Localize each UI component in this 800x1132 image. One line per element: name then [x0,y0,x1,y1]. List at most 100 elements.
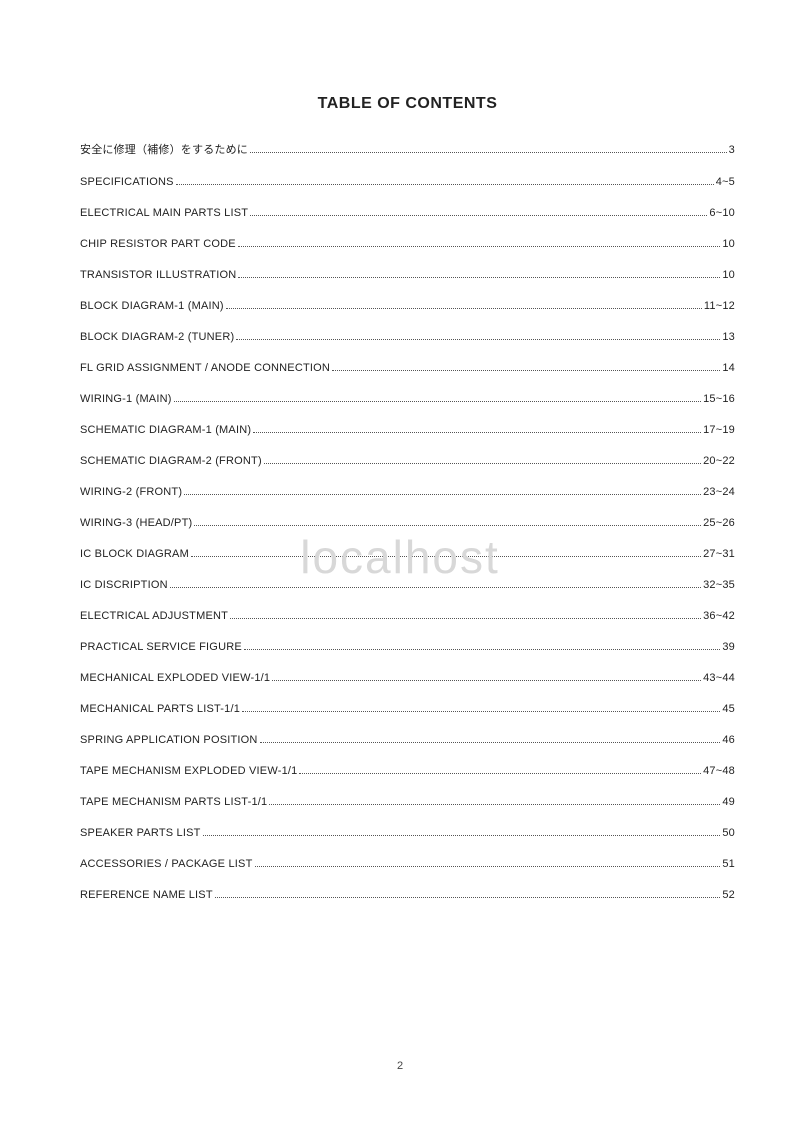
toc-entry-page: 15~16 [703,393,735,405]
toc-entry: TRANSISTOR ILLUSTRATION 10 [80,269,735,281]
toc-dot-leader [238,277,720,278]
toc-dot-leader [170,587,701,588]
toc-entry-label: WIRING-3 (HEAD/PT) [80,517,192,529]
toc-entry-page: 4~5 [716,176,735,188]
toc-entry-label: TAPE MECHANISM EXPLODED VIEW-1/1 [80,765,297,777]
toc-dot-leader [244,649,720,650]
toc-entry: WIRING-1 (MAIN) 15~16 [80,393,735,405]
toc-entry-page: 49 [722,796,735,808]
toc-dot-leader [299,773,701,774]
toc-entry-page: 51 [722,858,735,870]
toc-entry: IC DISCRIPTION 32~35 [80,579,735,591]
toc-entry-label: IC DISCRIPTION [80,579,168,591]
toc-dot-leader [253,432,701,433]
toc-entry: SCHEMATIC DIAGRAM-2 (FRONT) 20~22 [80,455,735,467]
toc-entry-page: 32~35 [703,579,735,591]
toc-entry: WIRING-2 (FRONT) 23~24 [80,486,735,498]
toc-entry: TAPE MECHANISM EXPLODED VIEW-1/1 47~48 [80,765,735,777]
toc-entry-label: BLOCK DIAGRAM-2 (TUNER) [80,331,234,343]
toc-entry-label: CHIP RESISTOR PART CODE [80,238,236,250]
toc-dot-leader [264,463,701,464]
toc-entry-label: 安全に修理（補修）をするために [80,141,248,157]
toc-entry-label: IC BLOCK DIAGRAM [80,548,189,560]
toc-entry: SPRING APPLICATION POSITION 46 [80,734,735,746]
toc-entry-label: WIRING-1 (MAIN) [80,393,172,405]
page-number: 2 [0,1060,800,1072]
toc-entry-label: PRACTICAL SERVICE FIGURE [80,641,242,653]
toc-entry: BLOCK DIAGRAM-1 (MAIN) 11~12 [80,300,735,312]
toc-dot-leader [272,680,701,681]
toc-entry-label: SPRING APPLICATION POSITION [80,734,258,746]
toc-entry: PRACTICAL SERVICE FIGURE 39 [80,641,735,653]
toc-entry-page: 46 [722,734,735,746]
page-title: TABLE OF CONTENTS [80,95,735,113]
toc-entry-page: 6~10 [709,207,735,219]
toc-entry-label: BLOCK DIAGRAM-1 (MAIN) [80,300,224,312]
toc-dot-leader [215,897,721,898]
toc-entry-page: 43~44 [703,672,735,684]
toc-entry-label: ELECTRICAL MAIN PARTS LIST [80,207,248,219]
toc-dot-leader [260,742,721,743]
toc-entry-page: 27~31 [703,548,735,560]
toc-list: 安全に修理（補修）をするために3SPECIFICATIONS4~5ELECTRI… [80,141,735,901]
toc-entry-label: TRANSISTOR ILLUSTRATION [80,269,236,281]
toc-entry-label: MECHANICAL EXPLODED VIEW-1/1 [80,672,270,684]
toc-entry: BLOCK DIAGRAM-2 (TUNER) 13 [80,331,735,343]
toc-dot-leader [255,866,721,867]
toc-entry-page: 50 [722,827,735,839]
toc-entry-page: 47~48 [703,765,735,777]
toc-entry-label: WIRING-2 (FRONT) [80,486,182,498]
toc-entry-label: FL GRID ASSIGNMENT / ANODE CONNECTION [80,362,330,374]
toc-entry-label: ELECTRICAL ADJUSTMENT [80,610,228,622]
toc-dot-leader [332,370,720,371]
toc-dot-leader [250,152,727,153]
toc-entry-label: SCHEMATIC DIAGRAM-2 (FRONT) [80,455,262,467]
toc-entry: SPECIFICATIONS 4~5 [80,176,735,188]
toc-entry-page: 52 [722,889,735,901]
toc-entry-label: REFERENCE NAME LIST [80,889,213,901]
toc-entry-page: 20~22 [703,455,735,467]
toc-entry-page: 25~26 [703,517,735,529]
toc-dot-leader [230,618,701,619]
toc-dot-leader [184,494,701,495]
toc-dot-leader [191,556,701,557]
toc-entry-page: 10 [722,238,735,250]
toc-entry-page: 45 [722,703,735,715]
toc-entry: CHIP RESISTOR PART CODE 10 [80,238,735,250]
toc-entry-label: TAPE MECHANISM PARTS LIST-1/1 [80,796,267,808]
toc-entry-page: 10 [722,269,735,281]
toc-entry: REFERENCE NAME LIST 52 [80,889,735,901]
toc-dot-leader [238,246,721,247]
toc-entry-page: 14 [722,362,735,374]
toc-entry-page: 17~19 [703,424,735,436]
toc-entry-page: 36~42 [703,610,735,622]
toc-dot-leader [203,835,721,836]
toc-entry-page: 23~24 [703,486,735,498]
toc-dot-leader [250,215,707,216]
toc-entry-page: 39 [722,641,735,653]
document-page: TABLE OF CONTENTS 安全に修理（補修）をするために3SPECIF… [0,0,800,901]
toc-entry-label: ACCESSORIES / PACKAGE LIST [80,858,253,870]
toc-entry: ELECTRICAL ADJUSTMENT 36~42 [80,610,735,622]
toc-entry: MECHANICAL EXPLODED VIEW-1/1 43~44 [80,672,735,684]
toc-entry: SPEAKER PARTS LIST 50 [80,827,735,839]
toc-entry: IC BLOCK DIAGRAM 27~31 [80,548,735,560]
toc-dot-leader [194,525,701,526]
toc-entry: MECHANICAL PARTS LIST-1/1 45 [80,703,735,715]
toc-entry: TAPE MECHANISM PARTS LIST-1/1 49 [80,796,735,808]
toc-entry: WIRING-3 (HEAD/PT) 25~26 [80,517,735,529]
toc-entry: FL GRID ASSIGNMENT / ANODE CONNECTION 14 [80,362,735,374]
toc-entry: ELECTRICAL MAIN PARTS LIST 6~10 [80,207,735,219]
toc-entry-page: 13 [722,331,735,343]
toc-entry-page: 11~12 [704,300,735,312]
toc-entry-label: SCHEMATIC DIAGRAM-1 (MAIN) [80,424,251,436]
toc-dot-leader [269,804,720,805]
toc-entry-label: SPEAKER PARTS LIST [80,827,201,839]
toc-entry: ACCESSORIES / PACKAGE LIST 51 [80,858,735,870]
toc-dot-leader [174,401,701,402]
toc-dot-leader [176,184,714,185]
toc-entry-label: MECHANICAL PARTS LIST-1/1 [80,703,240,715]
toc-entry-label: SPECIFICATIONS [80,176,174,188]
toc-dot-leader [226,308,702,309]
toc-dot-leader [242,711,720,712]
